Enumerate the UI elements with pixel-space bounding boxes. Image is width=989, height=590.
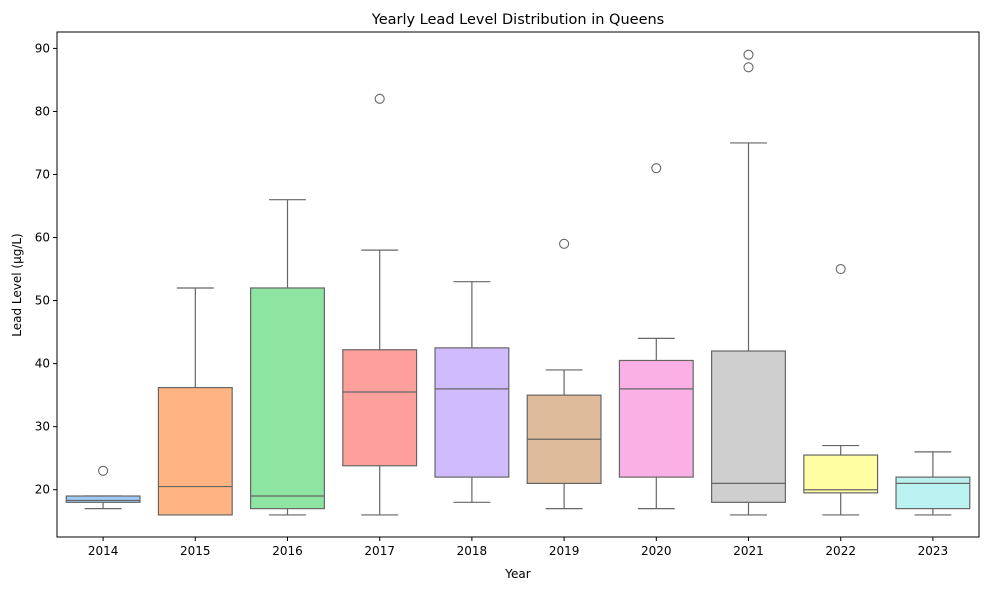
- box-2020: [618, 359, 694, 478]
- y-tick-label: 90: [35, 41, 50, 55]
- outlier-point: [651, 163, 662, 174]
- y-tick-label: 30: [35, 420, 50, 434]
- box-2016: [250, 287, 325, 510]
- y-tick-label: 60: [35, 231, 50, 245]
- x-tick-label: 2022: [825, 544, 856, 558]
- box-2022: [803, 454, 879, 494]
- box-2021: [711, 350, 786, 503]
- box-2023: [895, 476, 971, 510]
- x-tick-label: 2015: [180, 544, 211, 558]
- x-tick-label: 2021: [733, 544, 764, 558]
- outlier-point: [98, 465, 109, 476]
- y-tick-label: 40: [35, 357, 50, 371]
- x-tick-label: 2020: [641, 544, 672, 558]
- box-2014: [65, 495, 141, 503]
- outlier-point: [743, 49, 754, 60]
- outlier-point: [374, 93, 385, 104]
- outlier-point: [743, 62, 754, 73]
- x-tick-label: 2016: [272, 544, 303, 558]
- outlier-point: [559, 238, 570, 249]
- y-tick-label: 50: [35, 294, 50, 308]
- y-tick-label: 80: [35, 104, 50, 118]
- y-tick-label: 20: [35, 483, 50, 497]
- x-tick-label: 2018: [457, 544, 488, 558]
- x-tick-label: 2023: [918, 544, 949, 558]
- y-tick-label: 70: [35, 167, 50, 181]
- x-axis-label: Year: [504, 567, 530, 581]
- plot-area: 20 30 40 50 60 70 80 90 2014 2015 2016 2017 2018 2019…: [35, 41, 971, 558]
- x-tick-label: 2017: [364, 544, 395, 558]
- y-axis-label: Lead Level (µg/L): [10, 233, 24, 336]
- plot-frame: [56, 31, 980, 538]
- box-2015: [157, 386, 233, 516]
- outlier-point: [835, 264, 846, 275]
- box-2018: [434, 347, 510, 478]
- x-tick-label: 2019: [549, 544, 580, 558]
- chart-title: Yearly Lead Level Distribution in Queens: [371, 12, 664, 28]
- box-2017: [342, 349, 418, 467]
- x-tick-label: 2014: [88, 544, 119, 558]
